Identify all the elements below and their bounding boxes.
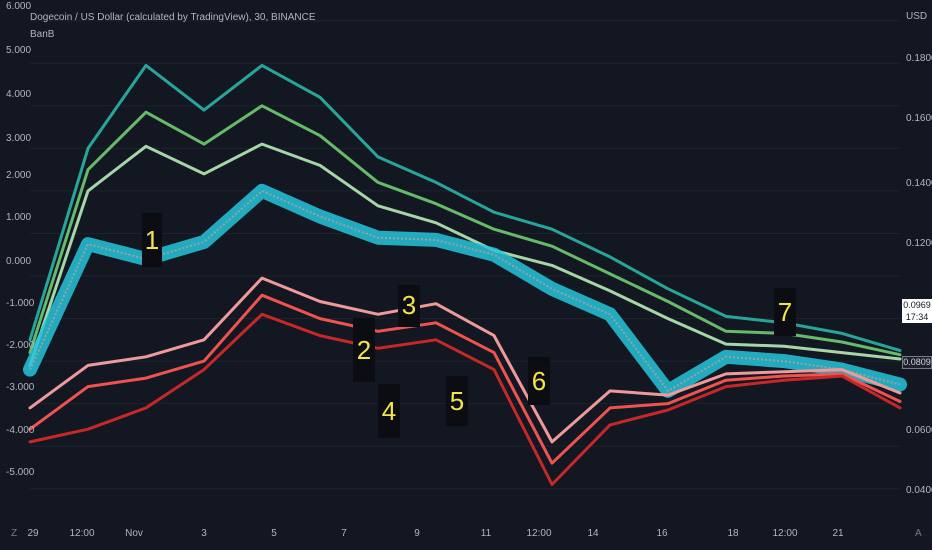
last-price-value: 0.0969 — [903, 300, 931, 310]
upper-inner-band — [28, 142, 902, 367]
left-axis-tick: -2.000 — [6, 340, 35, 351]
x-axis-tick: 12:00 — [526, 528, 552, 539]
x-axis-tick: 18 — [727, 528, 739, 539]
x-axis-tick: 11 — [480, 528, 492, 539]
x-axis-tick: 14 — [587, 528, 599, 539]
zoom-toggle-button[interactable]: Z — [11, 528, 18, 539]
secondary-price-label: 0.0809 — [902, 356, 932, 369]
upper-outer-band — [28, 63, 902, 352]
x-axis-tick: 12:00 — [69, 528, 95, 539]
x-axis-tick: 9 — [414, 528, 420, 539]
x-axis-tick: 3 — [201, 528, 207, 539]
annotation-label: 4 — [378, 384, 400, 438]
left-axis-tick: 2.000 — [6, 170, 32, 181]
annotation-label: 1 — [142, 213, 162, 267]
left-axis-tick: -1.000 — [6, 298, 35, 309]
chart-title: Dogecoin / US Dollar (calculated by Trad… — [30, 12, 316, 23]
left-axis-tick: 6.000 — [6, 1, 32, 12]
left-axis-tick: -3.000 — [6, 382, 35, 393]
annotation-label: 7 — [774, 288, 796, 336]
lower-outer-band — [28, 312, 902, 486]
x-axis-tick: 12:00 — [772, 528, 798, 539]
indicator-label[interactable]: BanB — [30, 29, 55, 40]
bar-countdown: 17:34 — [905, 312, 929, 322]
upper-mid-band — [28, 104, 902, 357]
price-candles — [29, 189, 901, 393]
annotation-label: 2 — [353, 318, 375, 382]
currency-label: USD — [906, 11, 928, 22]
left-axis-tick: 4.000 — [6, 89, 32, 100]
lower-mid-band — [28, 293, 902, 465]
left-axis-tick: -4.000 — [6, 425, 35, 436]
last-price-label: 0.0969 17:34 — [902, 299, 932, 323]
left-axis-tick: 1.000 — [6, 212, 32, 223]
annotation-label: 6 — [528, 357, 550, 405]
annotation-label: 5 — [446, 376, 468, 426]
annotation-label: 3 — [398, 285, 420, 327]
x-axis-tick: Nov — [125, 528, 143, 539]
left-axis-tick: -5.000 — [6, 467, 35, 478]
left-axis-tick: 5.000 — [6, 45, 32, 56]
left-axis-tick: 0.000 — [6, 256, 32, 267]
lower-inner-band — [28, 276, 902, 444]
x-axis-tick: 7 — [341, 528, 347, 539]
left-axis-tick: 3.000 — [6, 133, 32, 144]
x-axis-tick: 5 — [271, 528, 277, 539]
x-axis-tick: 21 — [832, 528, 844, 539]
auto-scale-button[interactable]: A — [915, 528, 922, 539]
x-axis-tick: 29 — [27, 528, 39, 539]
x-axis-tick: 16 — [656, 528, 668, 539]
